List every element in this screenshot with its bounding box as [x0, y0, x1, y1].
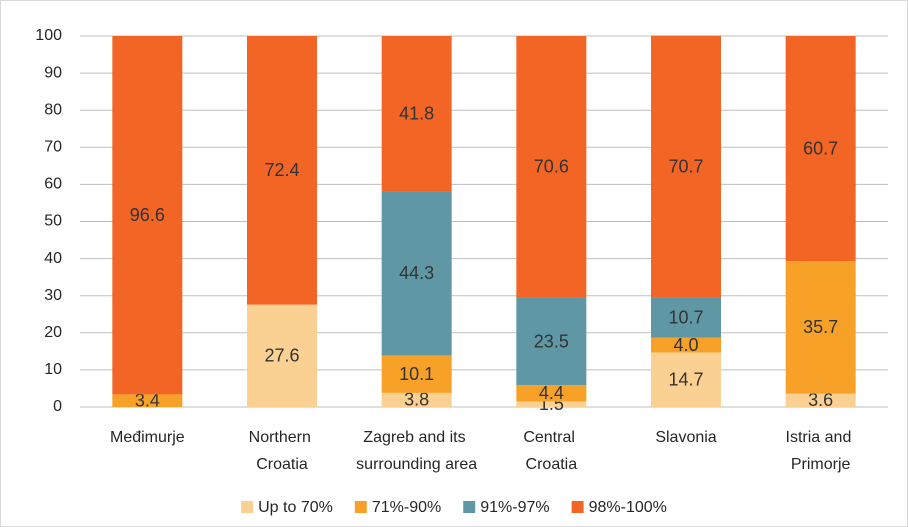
bar-segment — [381, 355, 452, 393]
x-tick-label: Northern Croatia — [249, 429, 316, 473]
x-tick-label: Istria and Primorje — [786, 429, 856, 473]
data-label: 3.8 — [404, 390, 429, 410]
bar-segment — [651, 352, 721, 407]
bar-segment — [516, 401, 587, 407]
data-label: 10.7 — [668, 308, 703, 328]
bar-segment — [381, 191, 452, 356]
y-tick-label: 100 — [35, 27, 62, 44]
bar-segment — [785, 36, 856, 262]
data-label: 14.7 — [668, 369, 703, 389]
bar-segment — [516, 297, 587, 386]
y-tick-label: 70 — [44, 139, 62, 156]
bar-segment — [247, 36, 317, 305]
data-label: 72.4 — [264, 160, 299, 180]
y-tick-label: 90 — [44, 64, 62, 81]
data-label: 27.6 — [264, 346, 299, 366]
legend-swatch — [571, 501, 584, 513]
bar-segment — [112, 36, 183, 395]
bar-segment — [516, 36, 587, 298]
legend-label: 71%-90% — [372, 499, 441, 516]
bar-segment — [112, 394, 183, 407]
data-label: 23.5 — [534, 331, 569, 351]
y-tick-label: 50 — [44, 213, 62, 230]
data-label: 4.0 — [673, 335, 698, 355]
legend-swatch — [354, 501, 367, 513]
bar-segment — [651, 337, 721, 353]
bar-segment — [516, 385, 587, 402]
legend-swatch — [241, 501, 254, 513]
data-label: 70.6 — [534, 157, 569, 177]
legend-label: 91%-97% — [480, 499, 549, 516]
bar-segment — [381, 36, 452, 192]
bar-segment — [651, 297, 721, 338]
x-tick-label: Slavonia — [655, 429, 716, 446]
data-label: 35.7 — [803, 317, 838, 337]
data-label: 4.4 — [539, 383, 564, 403]
y-tick-label: 60 — [44, 176, 62, 193]
y-tick-label: 20 — [44, 324, 62, 341]
y-tick-label: 40 — [44, 250, 62, 267]
data-label: 44.3 — [399, 263, 434, 283]
bar-segment — [785, 261, 856, 394]
bar-segment — [651, 35, 721, 298]
data-label: 96.6 — [130, 205, 165, 225]
data-label: 3.4 — [135, 390, 160, 410]
data-label: 60.7 — [803, 138, 838, 158]
y-tick-label: 10 — [44, 361, 62, 378]
data-label: 70.7 — [668, 157, 703, 177]
y-tick-label: 30 — [44, 287, 62, 304]
legend-label: Up to 70% — [258, 499, 333, 516]
data-label: 3.6 — [808, 390, 833, 410]
bar-segment — [785, 393, 856, 407]
x-tick-label: Central Croatia — [523, 429, 579, 473]
x-tick-label: Zagreb and its surrounding area — [356, 429, 477, 473]
y-tick-label: 80 — [44, 101, 62, 118]
legend-swatch — [463, 501, 476, 513]
y-tick-label: 0 — [53, 398, 62, 415]
data-label: 41.8 — [399, 103, 434, 123]
legend: Up to 70% 71%-90% 91%-97% 98%-100% — [241, 499, 667, 516]
bar-segment — [247, 304, 317, 407]
x-tick-label: Međimurje — [110, 429, 185, 446]
bar-segment — [381, 392, 452, 407]
data-label: 10.1 — [399, 364, 434, 384]
legend-label: 98%-100% — [589, 499, 667, 516]
